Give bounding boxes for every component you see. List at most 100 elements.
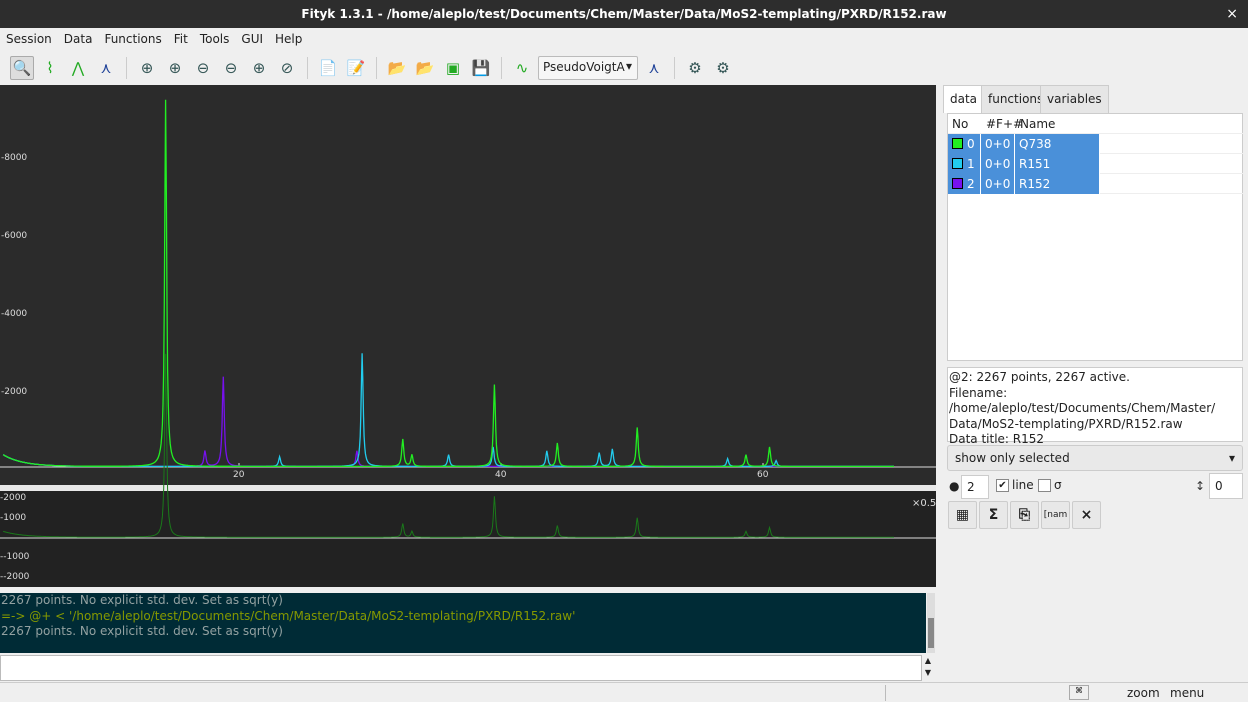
mouse-right-hint: menu bbox=[1170, 686, 1205, 700]
status-bar: ⌘ zoom menu bbox=[0, 682, 1248, 702]
open-data-icon[interactable]: 📂 bbox=[387, 59, 407, 77]
load-data-icon[interactable]: 📂 bbox=[415, 59, 435, 77]
run-fit-icon[interactable]: ⚙ bbox=[688, 59, 702, 77]
window-title: Fityk 1.3.1 - /home/aleplo/test/Document… bbox=[301, 7, 947, 21]
dataset-row[interactable]: 2 0+0 R152 bbox=[948, 174, 1244, 194]
dataset-info: @2: 2267 points, 2267 active. Filename: … bbox=[947, 367, 1243, 446]
info-line: Filename: /home/aleplo/test/Documents/Ch… bbox=[949, 385, 1216, 416]
zoom-vertical-icon[interactable]: ⊕ bbox=[168, 59, 182, 77]
menu-bar: Session Data Functions Fit Tools GUI Hel… bbox=[0, 28, 1248, 50]
sigma-label: σ bbox=[1054, 478, 1062, 492]
y-tick-label: -6000 bbox=[1, 231, 27, 241]
y-tick-label: -2000 bbox=[1, 387, 27, 397]
residual-y-tick-label: -2000 bbox=[0, 493, 26, 503]
residual-scale-label: ×0.5 bbox=[912, 498, 936, 509]
zoom-all-icon[interactable]: ⊕ bbox=[140, 59, 154, 77]
residual-y-tick-label: -1000 bbox=[0, 513, 26, 523]
menu-gui[interactable]: GUI bbox=[241, 32, 264, 46]
y-tick-label: -4000 bbox=[1, 309, 27, 319]
sigma-checkbox[interactable] bbox=[1038, 479, 1051, 492]
merge-button[interactable]: ⎘ bbox=[1010, 501, 1039, 529]
col-name[interactable]: Name bbox=[1020, 117, 1056, 131]
residual-y-tick-label: --2000 bbox=[0, 572, 30, 582]
x-tick-label: 20 bbox=[233, 470, 245, 480]
plot-svg[interactable]: -8000 -6000 -4000 -2000 20 40 60 -2000 -1000 --10… bbox=[0, 85, 936, 587]
menu-session[interactable]: Session bbox=[6, 32, 52, 46]
rename-button[interactable]: [nam bbox=[1041, 501, 1070, 529]
col-no[interactable]: No bbox=[952, 117, 969, 131]
dataset-number: 0 bbox=[967, 137, 975, 151]
run-fit-continue-icon[interactable]: ⚙ bbox=[716, 59, 730, 77]
residual-plot-bg[interactable] bbox=[0, 491, 936, 587]
x-tick-label: 40 bbox=[495, 470, 507, 480]
y-tick-label: -8000 bbox=[1, 153, 27, 163]
show-mode-select[interactable]: show only selected ▾ bbox=[947, 445, 1243, 471]
tab-data[interactable]: data bbox=[943, 85, 985, 113]
background-mode-icon[interactable]: ⋏ bbox=[100, 59, 112, 77]
dataset-name: R151 bbox=[1015, 154, 1100, 174]
command-input[interactable] bbox=[0, 655, 922, 681]
zoom-fit-icon[interactable]: ⊕ bbox=[252, 59, 266, 77]
delete-button[interactable]: × bbox=[1072, 501, 1101, 529]
offset-icon: ↕ bbox=[1195, 479, 1206, 493]
console-scrollbar[interactable] bbox=[927, 593, 935, 653]
function-type-select[interactable]: PseudoVoigtA bbox=[538, 56, 638, 80]
residual-y-tick-label: --1000 bbox=[0, 552, 30, 562]
add-peak-icon[interactable]: ⋏ bbox=[648, 59, 660, 77]
zoom-mode-icon[interactable]: 🔍 bbox=[10, 56, 34, 80]
mouse-left-hint: zoom bbox=[1127, 686, 1160, 700]
close-button[interactable]: × bbox=[1226, 6, 1238, 22]
console-line: 2267 points. No explicit std. dev. Set a… bbox=[1, 593, 283, 607]
zoom-back-icon[interactable]: ⊖ bbox=[196, 59, 210, 77]
dataset-row[interactable]: 1 0+0 R151 bbox=[948, 154, 1244, 174]
series-Q738 bbox=[2, 99, 894, 468]
command-scroll[interactable]: ▲ ▼ bbox=[924, 656, 932, 677]
col-functions[interactable]: #F+# bbox=[986, 117, 1024, 131]
info-line: Data title: R152 bbox=[949, 432, 1045, 446]
line-checkbox[interactable]: ✔ bbox=[996, 479, 1009, 492]
chevron-down-icon: ▾ bbox=[1228, 451, 1235, 465]
output-console: 2267 points. No explicit std. dev. Set a… bbox=[0, 593, 926, 653]
dataset-name: Q738 bbox=[1015, 134, 1100, 154]
residual-series bbox=[3, 353, 894, 538]
function-type-value: PseudoVoigtA bbox=[543, 60, 625, 74]
export-plot-icon[interactable]: 💾 bbox=[471, 59, 491, 77]
sum-button[interactable]: Σ bbox=[979, 501, 1008, 529]
menu-functions[interactable]: Functions bbox=[104, 32, 162, 46]
dataset-row[interactable]: 0 0+0 Q738 bbox=[948, 134, 1244, 154]
offset-spin[interactable]: 0 bbox=[1209, 473, 1243, 499]
tab-variables[interactable]: variables bbox=[1040, 85, 1109, 113]
menu-tools[interactable]: Tools bbox=[199, 32, 230, 46]
menu-fit[interactable]: Fit bbox=[173, 32, 188, 46]
menu-data[interactable]: Data bbox=[63, 32, 93, 46]
point-size-icon: ● bbox=[949, 479, 960, 493]
mouse-icon: ⌘ bbox=[1069, 685, 1089, 700]
point-size-spin[interactable]: 2 bbox=[961, 475, 989, 499]
console-line: =-> @+ < '/home/aleplo/test/Documents/Ch… bbox=[1, 608, 576, 623]
add-peak-mode-icon[interactable]: ⋀ bbox=[71, 59, 85, 77]
zoom-forward-icon[interactable]: ⊖ bbox=[224, 59, 238, 77]
script-edit-icon[interactable]: 📄 bbox=[318, 59, 338, 77]
edit-init-icon[interactable]: 📝 bbox=[346, 59, 366, 77]
dataset-color-swatch[interactable] bbox=[952, 138, 963, 149]
line-label: line bbox=[1012, 478, 1034, 492]
dataset-color-swatch[interactable] bbox=[952, 158, 963, 169]
menu-help[interactable]: Help bbox=[275, 32, 303, 46]
dataset-color-swatch[interactable] bbox=[952, 178, 963, 189]
x-tick-label: 60 bbox=[757, 470, 769, 480]
series-R151 bbox=[2, 353, 894, 468]
dataset-list[interactable]: No #F+# Name 0 0+0 Q738 1 0+0 R151 2 0+0 R152 bbox=[947, 113, 1244, 361]
range-mode-icon[interactable]: ⌇ bbox=[46, 59, 54, 77]
info-line: @2: 2267 points, 2267 active. bbox=[949, 370, 1130, 384]
plot-area[interactable]: -8000 -6000 -4000 -2000 20 40 60 -2000 -1000 --10… bbox=[0, 85, 936, 587]
main-plot-bg[interactable] bbox=[0, 85, 936, 485]
dataset-number: 2 bbox=[967, 177, 975, 191]
save-data-icon[interactable]: ▣ bbox=[445, 59, 461, 77]
auto-add-icon[interactable]: ∿ bbox=[515, 59, 529, 77]
dataset-functions: 0+0 bbox=[981, 154, 1015, 174]
color-picker-button[interactable]: ▦ bbox=[948, 501, 977, 529]
zoom-prev-icon[interactable]: ⊘ bbox=[280, 59, 294, 77]
dataset-functions: 0+0 bbox=[981, 174, 1015, 194]
dataset-name: R152 bbox=[1015, 174, 1100, 194]
